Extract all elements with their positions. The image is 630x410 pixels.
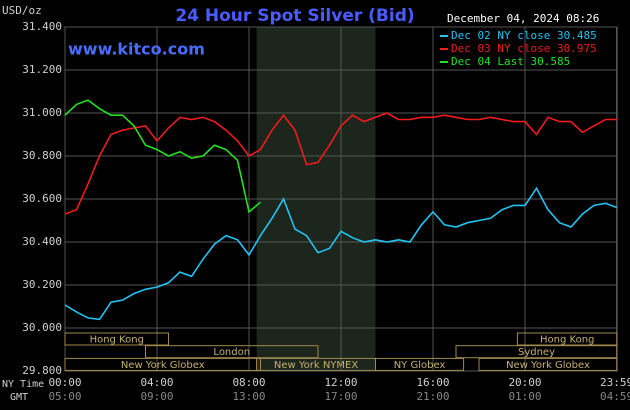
timestamp: December 04, 2024 08:26 xyxy=(447,12,599,25)
x-tick-label-gmt: 04:59 xyxy=(600,390,630,403)
x-tick-label-gmt: 17:00 xyxy=(324,390,357,403)
watermark: www.kitco.com xyxy=(68,40,205,59)
y-tick-label: 30.600 xyxy=(22,192,62,205)
session-bar xyxy=(64,332,169,346)
session-bar xyxy=(478,357,618,371)
y-tick-label: 29.800 xyxy=(22,364,62,377)
session-label: London xyxy=(213,347,250,358)
y-tick-label: 31.200 xyxy=(22,63,62,76)
x-tick-label-gmt: 21:00 xyxy=(416,390,449,403)
series-line xyxy=(64,99,262,214)
x-tick-label-gmt: 05:00 xyxy=(48,390,81,403)
x-tick-label: 00:00 xyxy=(48,376,81,389)
session-bar xyxy=(145,345,319,359)
session-bar xyxy=(375,357,465,371)
y-tick-label: 31.400 xyxy=(22,20,62,33)
x-tick-label: 23:59 xyxy=(600,376,630,389)
y-tick-label: 30.800 xyxy=(22,149,62,162)
legend-label: Dec 02 NY close 30.485 xyxy=(451,29,597,42)
session-label: New York Globex xyxy=(121,360,205,371)
series-line xyxy=(64,112,617,215)
session-label: Hong Kong xyxy=(540,335,594,346)
series-line xyxy=(64,186,618,321)
x-tick-label: 08:00 xyxy=(232,376,265,389)
session-label: New York Globex xyxy=(506,360,590,371)
y-tick-label: 30.400 xyxy=(22,235,62,248)
session-label: Hong Kong xyxy=(90,335,144,346)
x-row-label: NY Time xyxy=(2,379,44,390)
chart-title: 24 Hour Spot Silver (Bid) xyxy=(175,6,414,26)
x-tick-label-gmt: 09:00 xyxy=(140,390,173,403)
session-bar xyxy=(455,345,618,359)
x-tick-label: 12:00 xyxy=(324,376,357,389)
x-tick-label-gmt: 13:00 xyxy=(232,390,265,403)
session-label: New York NYMEX xyxy=(274,360,359,371)
x-tick-label-gmt: 01:00 xyxy=(508,390,541,403)
session-label: Sydney xyxy=(518,347,555,358)
y-axis-label: USD/oz xyxy=(2,4,42,17)
x-tick-label: 20:00 xyxy=(508,376,541,389)
session-bar xyxy=(516,332,618,346)
y-tick-label: 30.000 xyxy=(22,321,62,334)
x-row-label: GMT xyxy=(10,392,28,403)
x-tick-label: 04:00 xyxy=(140,376,173,389)
y-tick-label: 31.000 xyxy=(22,106,62,119)
session-bar xyxy=(64,357,261,371)
x-tick-label: 16:00 xyxy=(416,376,449,389)
legend-label: Dec 03 NY close 30.975 xyxy=(451,42,597,55)
session-label: NY Globex xyxy=(394,360,446,371)
y-tick-label: 30.200 xyxy=(22,278,62,291)
legend-label: Dec 04 Last 30.585 xyxy=(451,55,570,68)
